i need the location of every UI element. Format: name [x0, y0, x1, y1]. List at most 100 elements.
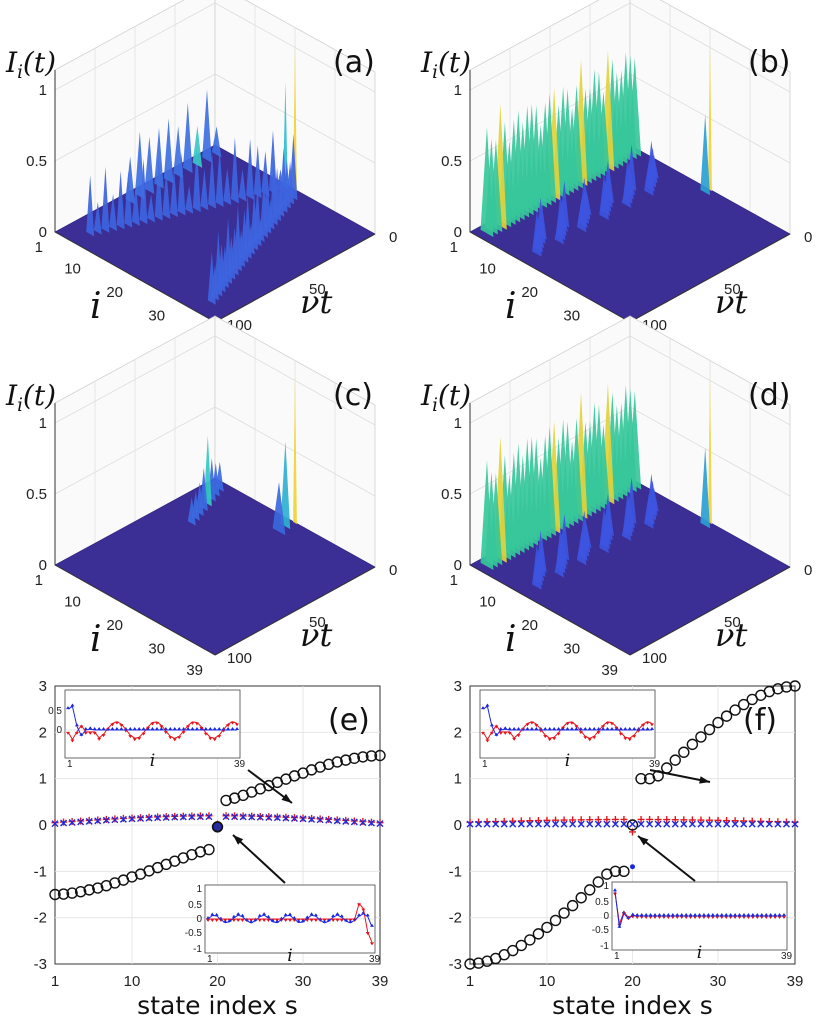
- inset-red-marker: [679, 916, 684, 919]
- inset-red-marker: [552, 737, 557, 741]
- x-marker: [342, 817, 350, 825]
- x-marker: [308, 815, 316, 823]
- x-marker: [333, 817, 341, 825]
- inset-blue-marker: [538, 727, 543, 730]
- inset-y-tick: -0.5: [185, 928, 203, 939]
- inset-y-tick: -1: [193, 944, 202, 955]
- inset-red-marker: [623, 737, 628, 741]
- inset-red-marker: [666, 916, 671, 919]
- inset-blue-marker: [583, 727, 588, 730]
- inset-red-marker: [733, 916, 738, 919]
- plus-marker: [637, 815, 645, 823]
- surface-peak: [223, 167, 232, 206]
- inset-red-marker: [639, 916, 644, 919]
- x-axis-label: state index s: [552, 991, 713, 1020]
- circle-marker: [703, 723, 716, 736]
- inset-blue-marker: [592, 727, 597, 730]
- inset-blue-marker: [146, 727, 151, 730]
- x-marker: [145, 814, 153, 822]
- t-axis-label: νt: [715, 283, 747, 321]
- inset-blue-marker: [313, 913, 318, 917]
- inset-red-marker: [644, 916, 649, 919]
- inset-blue-marker: [636, 727, 641, 730]
- inset-red-marker: [236, 919, 241, 922]
- surface-panel-c: 0 0.5 1 1 10 20 30 39 0 50 100 Ii(t) i νt (c): [5, 315, 397, 679]
- inset-y-tick: 0.5: [595, 897, 609, 908]
- inset-red-marker: [706, 916, 711, 919]
- surface-peak: [163, 118, 174, 184]
- z-tick-label: 0.5: [26, 153, 47, 170]
- x-tick-label: 1: [466, 973, 474, 990]
- inset-red-marker: [498, 731, 503, 735]
- inset-blue-marker: [110, 727, 115, 730]
- x-marker: [731, 820, 739, 828]
- x-marker: [748, 820, 756, 828]
- inset-red-marker: [262, 919, 267, 922]
- inset-y-tick: 0: [603, 911, 609, 922]
- inset-x-tick: 39: [781, 951, 793, 962]
- x-tick-label: 20: [209, 973, 226, 990]
- inset-blue-marker: [644, 913, 649, 916]
- x-marker: [316, 816, 324, 824]
- t-tick-label: 0: [389, 562, 397, 579]
- inset-x-label: i: [565, 751, 570, 771]
- x-marker: [466, 820, 474, 828]
- i-axis-label: i: [90, 619, 102, 660]
- inset-red-marker: [759, 916, 764, 919]
- surface-peak: [700, 114, 710, 196]
- t-tick-label: 0: [804, 229, 812, 246]
- plus-marker: [671, 816, 679, 824]
- inset-y-tick: 0: [196, 914, 202, 925]
- inset-red-marker: [132, 738, 137, 742]
- x-axis-label: state index s: [137, 991, 298, 1020]
- x-tick-label: 39: [787, 973, 804, 990]
- x-tick-label: 10: [539, 973, 556, 990]
- surface-peak: [93, 201, 102, 235]
- x-marker: [765, 820, 773, 828]
- t-axis-line: [214, 566, 376, 656]
- circle-marker: [220, 794, 232, 807]
- inset-red-marker: [657, 916, 662, 919]
- inset-blue-marker: [210, 912, 215, 916]
- x-marker: [265, 814, 273, 821]
- panel-label: (b): [748, 45, 790, 80]
- inset-blue-marker: [706, 913, 711, 916]
- x-tick-label: 30: [710, 973, 727, 990]
- inset-blue-marker: [186, 727, 191, 730]
- surface-peak: [621, 517, 632, 542]
- circle-marker: [635, 772, 647, 785]
- t-tick-label: 50: [724, 614, 741, 631]
- inset-blue-marker: [773, 913, 778, 916]
- inset-blue-marker: [561, 727, 566, 730]
- inset-y-tick: 0.5: [48, 706, 62, 717]
- surface-peak: [532, 210, 542, 257]
- x-marker: [697, 820, 705, 828]
- x-marker: [611, 820, 619, 828]
- plus-marker: [697, 816, 705, 824]
- y-tick-label: -3: [449, 956, 462, 973]
- z-tick-label: 1: [39, 415, 47, 432]
- zero-mode-marker: [630, 864, 635, 870]
- x-marker: [282, 814, 290, 822]
- surface-peak: [192, 125, 203, 168]
- circle-marker: [592, 876, 604, 888]
- inset-y-tick: 1: [603, 881, 609, 892]
- x-marker: [299, 815, 307, 823]
- circle-marker: [83, 884, 95, 896]
- x-tick-label: 1: [51, 973, 59, 990]
- plus-marker: [714, 816, 722, 824]
- inset-blue-marker: [283, 912, 288, 916]
- inset-bottom: 1 39 -1 -0.5 0 0.5 1 i: [185, 884, 381, 966]
- inset-blue-marker: [750, 913, 755, 916]
- x-marker: [577, 820, 585, 828]
- inset-blue-marker: [670, 913, 675, 916]
- inset-blue-marker: [226, 727, 231, 730]
- inset-red-marker: [746, 916, 751, 919]
- inset-blue-marker: [679, 913, 684, 916]
- surface-peak: [207, 250, 216, 305]
- circle-marker: [584, 884, 596, 896]
- inset-red-marker: [782, 916, 786, 919]
- plus-marker: [552, 816, 560, 824]
- inset-blue-marker: [119, 727, 124, 730]
